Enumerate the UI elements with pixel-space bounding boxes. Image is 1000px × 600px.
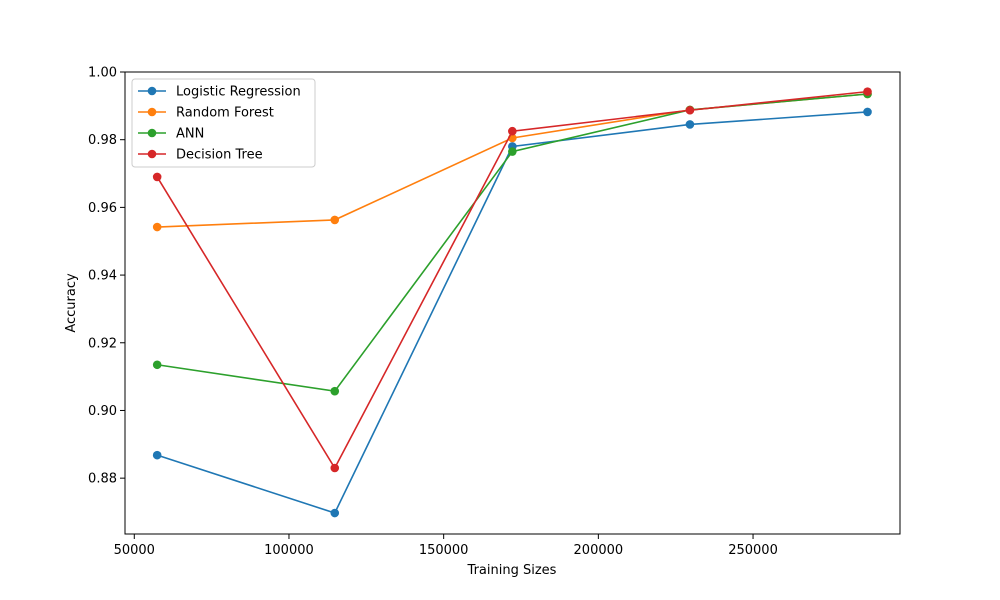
legend-box xyxy=(131,78,316,168)
x-axis-label: Training Sizes xyxy=(467,563,557,578)
data-point-logistic-regression xyxy=(330,508,340,518)
legend-item-random-forest: Random Forest xyxy=(138,106,274,121)
y-tick-label: 0.88 xyxy=(88,472,117,487)
data-point-decision-tree xyxy=(685,105,695,115)
y-tick-label: 0.90 xyxy=(88,404,117,419)
y-tick-label: 0.96 xyxy=(88,201,117,216)
data-point-ann xyxy=(508,147,517,156)
legend-item-logistic-regression: Logistic Regression xyxy=(138,85,301,100)
legend-label: Decision Tree xyxy=(176,148,263,163)
y-tick-label: 0.92 xyxy=(88,336,117,351)
y-tick-label: 1.00 xyxy=(88,66,117,81)
legend-marker xyxy=(147,149,157,159)
legend-label: Logistic Regression xyxy=(176,85,301,100)
legend-marker xyxy=(147,128,157,138)
plot-area xyxy=(152,87,872,518)
legend-label: ANN xyxy=(176,127,204,142)
y-axis-label: Accuracy xyxy=(64,273,79,333)
data-point-decision-tree xyxy=(152,172,162,182)
data-point-decision-tree xyxy=(330,463,340,473)
axes-frame xyxy=(124,71,901,535)
data-point-logistic-regression xyxy=(685,120,695,129)
series-line-logistic-regression xyxy=(156,111,868,514)
x-tick-label: 100000 xyxy=(264,543,314,558)
y-tick-label: 0.98 xyxy=(88,133,117,148)
series-logistic-regression xyxy=(152,107,872,518)
series-decision-tree xyxy=(152,87,872,473)
data-point-random-forest xyxy=(152,222,162,232)
x-tick-label: 50000 xyxy=(114,543,155,558)
data-point-decision-tree xyxy=(863,87,872,96)
legend-marker xyxy=(147,86,157,96)
x-tick-label: 200000 xyxy=(574,543,624,558)
legend-label: Random Forest xyxy=(176,106,274,121)
data-point-logistic-regression xyxy=(152,450,162,460)
x-tick-label: 250000 xyxy=(728,543,778,558)
data-point-decision-tree xyxy=(508,126,517,136)
data-point-ann xyxy=(330,386,340,396)
x-tick-label: 150000 xyxy=(419,543,469,558)
data-point-logistic-regression xyxy=(863,107,872,117)
y-tick-label: 0.94 xyxy=(88,269,117,284)
data-point-ann xyxy=(152,360,162,370)
legend: Logistic Regression Random Forest ANN Decis… xyxy=(131,78,316,168)
data-point-random-forest xyxy=(330,215,340,225)
legend-item-decision-tree: Decision Tree xyxy=(138,148,263,163)
legend-item-ann: ANN xyxy=(138,127,204,142)
axis-ticks: 50000 100000 150000 200000 250000 0.88 0.90 0.9… xyxy=(88,66,778,559)
legend-marker xyxy=(147,107,157,117)
